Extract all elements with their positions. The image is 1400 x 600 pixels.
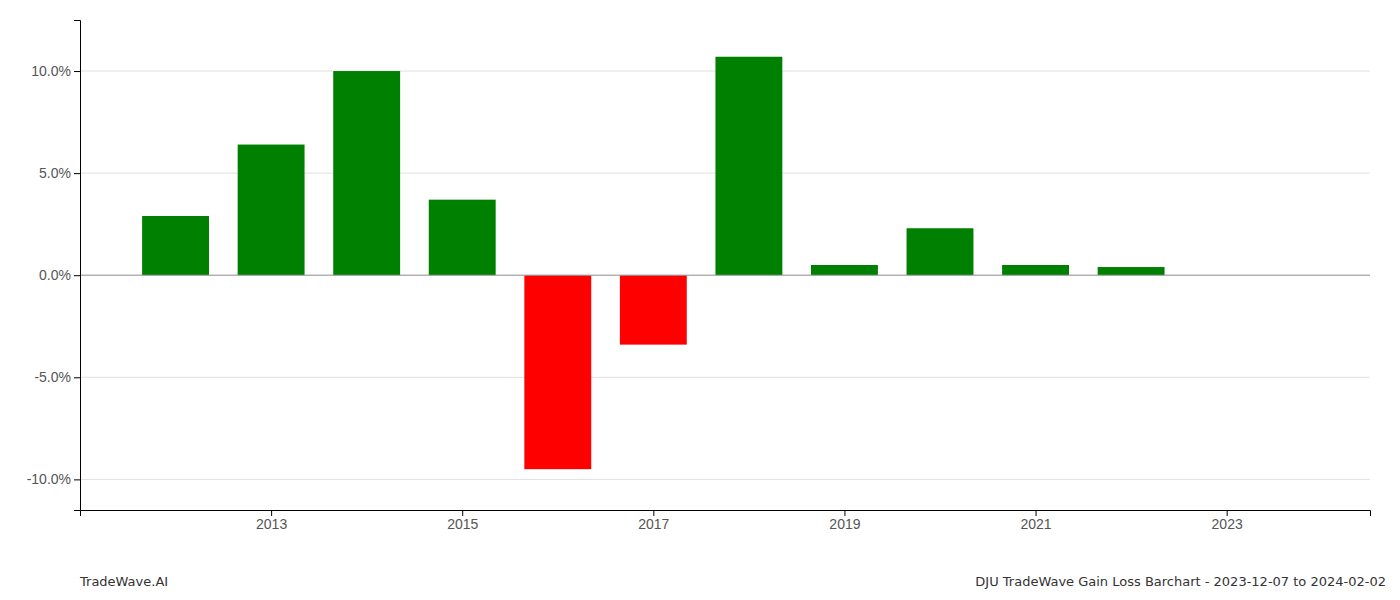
bar <box>907 228 974 275</box>
bar <box>142 216 209 275</box>
x-tick-label: 2019 <box>829 516 860 532</box>
y-tick-mark <box>74 275 80 276</box>
bar <box>620 275 687 344</box>
bar <box>429 200 496 276</box>
x-axis: 2013 2015 2017 2019 2021 2023 <box>81 510 1371 532</box>
x-tick: 2021 <box>1020 510 1051 532</box>
footer-right: DJU TradeWave Gain Loss Barchart - 2023-… <box>975 574 1386 589</box>
grid-line <box>80 479 1370 480</box>
y-tick: 10.0% <box>31 63 80 79</box>
y-tick-label: 0.0% <box>39 267 71 283</box>
y-tick-label: 10.0% <box>31 63 71 79</box>
y-tick: 0.0% <box>39 267 80 283</box>
bar <box>715 57 782 275</box>
y-axis: -10.0% -5.0% 0.0% 5.0% 10.0% <box>27 21 81 511</box>
bar <box>238 145 305 276</box>
x-tick: 2015 <box>447 510 478 532</box>
bar <box>1002 265 1069 275</box>
y-tick: 5.0% <box>39 165 80 181</box>
x-tick-label: 2021 <box>1020 516 1051 532</box>
x-tick: 2023 <box>1212 510 1243 532</box>
y-tick: -5.0% <box>34 369 80 385</box>
bar <box>333 71 400 275</box>
grid-line <box>80 377 1370 378</box>
y-axis-line <box>74 21 81 511</box>
x-tick-label: 2017 <box>638 516 669 532</box>
x-tick: 2019 <box>829 510 860 532</box>
y-tick-label: -5.0% <box>34 369 71 385</box>
y-tick-label: 5.0% <box>39 165 71 181</box>
bars <box>80 57 1370 469</box>
y-tick-mark <box>74 377 80 378</box>
x-tick: 2013 <box>256 510 287 532</box>
bar <box>524 275 591 469</box>
x-tick-label: 2013 <box>256 516 287 532</box>
bar <box>811 265 878 275</box>
y-tick-label: -10.0% <box>27 471 71 487</box>
x-tick-label: 2023 <box>1212 516 1243 532</box>
y-tick-mark <box>74 173 80 174</box>
grid-line <box>80 275 1370 276</box>
x-tick: 2017 <box>638 510 669 532</box>
chart: -10.0% -5.0% 0.0% 5.0% 10.0% 2013 2015 2017 2019… <box>0 0 1400 600</box>
plot: -10.0% -5.0% 0.0% 5.0% 10.0% 2013 2015 2017 2019… <box>27 21 1371 532</box>
y-tick-mark <box>74 71 80 72</box>
y-tick-mark <box>74 479 80 480</box>
footer-left: TradeWave.AI <box>79 574 168 589</box>
y-tick: -10.0% <box>27 471 80 487</box>
bar <box>1098 267 1165 275</box>
x-tick-label: 2015 <box>447 516 478 532</box>
zero-line <box>80 275 1370 276</box>
